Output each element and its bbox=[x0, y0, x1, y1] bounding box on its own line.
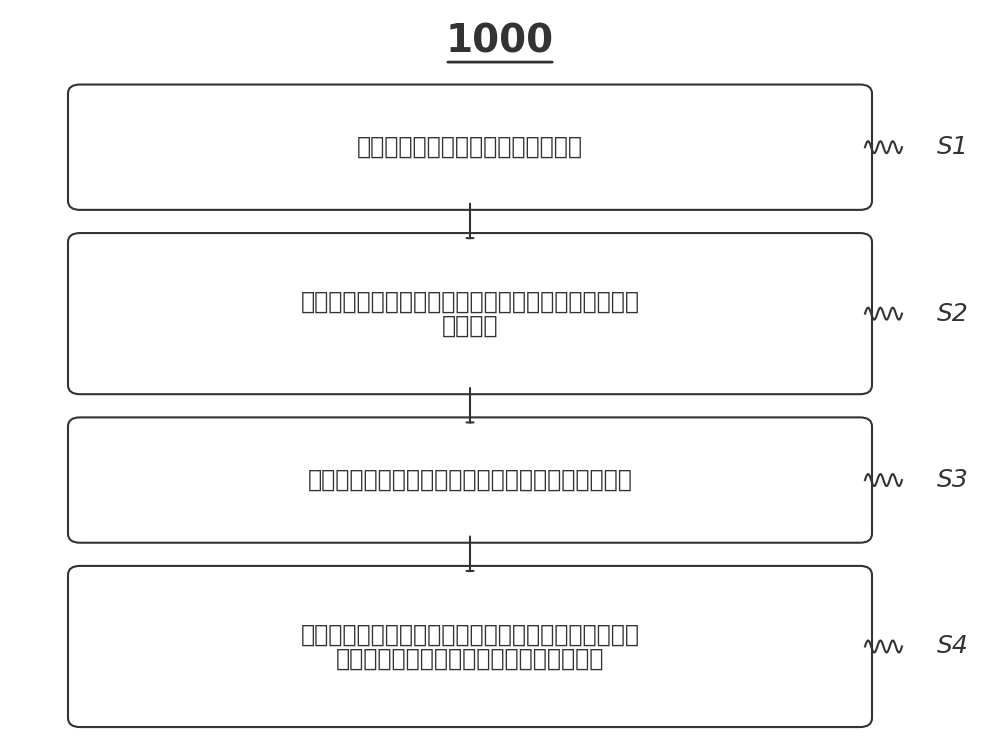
Text: 少一部分: 少一部分 bbox=[442, 313, 498, 337]
FancyBboxPatch shape bbox=[68, 85, 872, 210]
Text: S4: S4 bbox=[937, 634, 969, 658]
FancyBboxPatch shape bbox=[68, 233, 872, 394]
Text: 在半导体衬底的沟槽中形成隔离材料，以填充沟槽的至: 在半导体衬底的沟槽中形成隔离材料，以填充沟槽的至 bbox=[301, 289, 640, 313]
Text: 1000: 1000 bbox=[446, 22, 554, 60]
Text: S3: S3 bbox=[937, 468, 969, 492]
Text: S1: S1 bbox=[937, 135, 969, 159]
Text: 在鳍部上形成栅极层，并在栅极层的顶面形成阻挡层: 在鳍部上形成栅极层，并在栅极层的顶面形成阻挡层 bbox=[308, 468, 632, 492]
Text: 对半导体衬底进行第一离子注入，其中阻挡层配置为在: 对半导体衬底进行第一离子注入，其中阻挡层配置为在 bbox=[301, 622, 640, 646]
Text: S2: S2 bbox=[937, 301, 969, 325]
Text: 第一离子注入的过程中阻挡离子击穿栅极层: 第一离子注入的过程中阻挡离子击穿栅极层 bbox=[336, 646, 604, 670]
Text: 提供具有至少一个鳍部的半导体衬底: 提供具有至少一个鳍部的半导体衬底 bbox=[357, 135, 583, 159]
FancyBboxPatch shape bbox=[68, 417, 872, 543]
FancyBboxPatch shape bbox=[68, 566, 872, 727]
